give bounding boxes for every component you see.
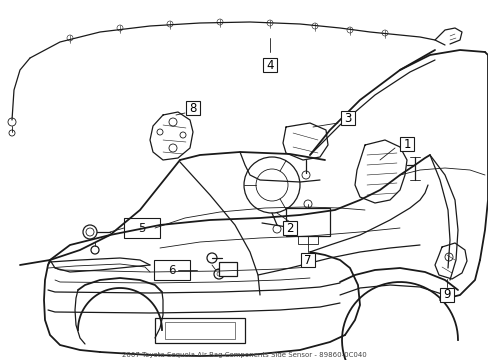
Bar <box>283 221 296 235</box>
Text: 2: 2 <box>285 221 293 234</box>
Bar <box>154 260 190 280</box>
Text: 8: 8 <box>189 102 196 114</box>
Bar <box>155 318 244 343</box>
Bar <box>301 253 314 267</box>
Text: 7: 7 <box>304 253 311 266</box>
Bar <box>285 208 329 236</box>
Text: 4: 4 <box>265 59 273 72</box>
Text: 1: 1 <box>403 138 410 150</box>
Bar <box>164 322 235 339</box>
Bar <box>185 101 200 115</box>
Bar <box>340 111 354 125</box>
Text: 2007 Toyota Sequoia Air Bag Components Side Sensor - 89860-0C040: 2007 Toyota Sequoia Air Bag Components S… <box>122 352 366 358</box>
Bar <box>399 137 413 151</box>
Text: 6: 6 <box>168 264 175 276</box>
Bar <box>124 218 160 238</box>
Text: 3: 3 <box>344 112 351 125</box>
Bar <box>219 262 237 276</box>
Bar <box>439 288 453 302</box>
Text: 5: 5 <box>138 221 145 234</box>
Bar <box>297 236 317 244</box>
Text: 9: 9 <box>442 288 450 302</box>
Bar <box>263 58 276 72</box>
